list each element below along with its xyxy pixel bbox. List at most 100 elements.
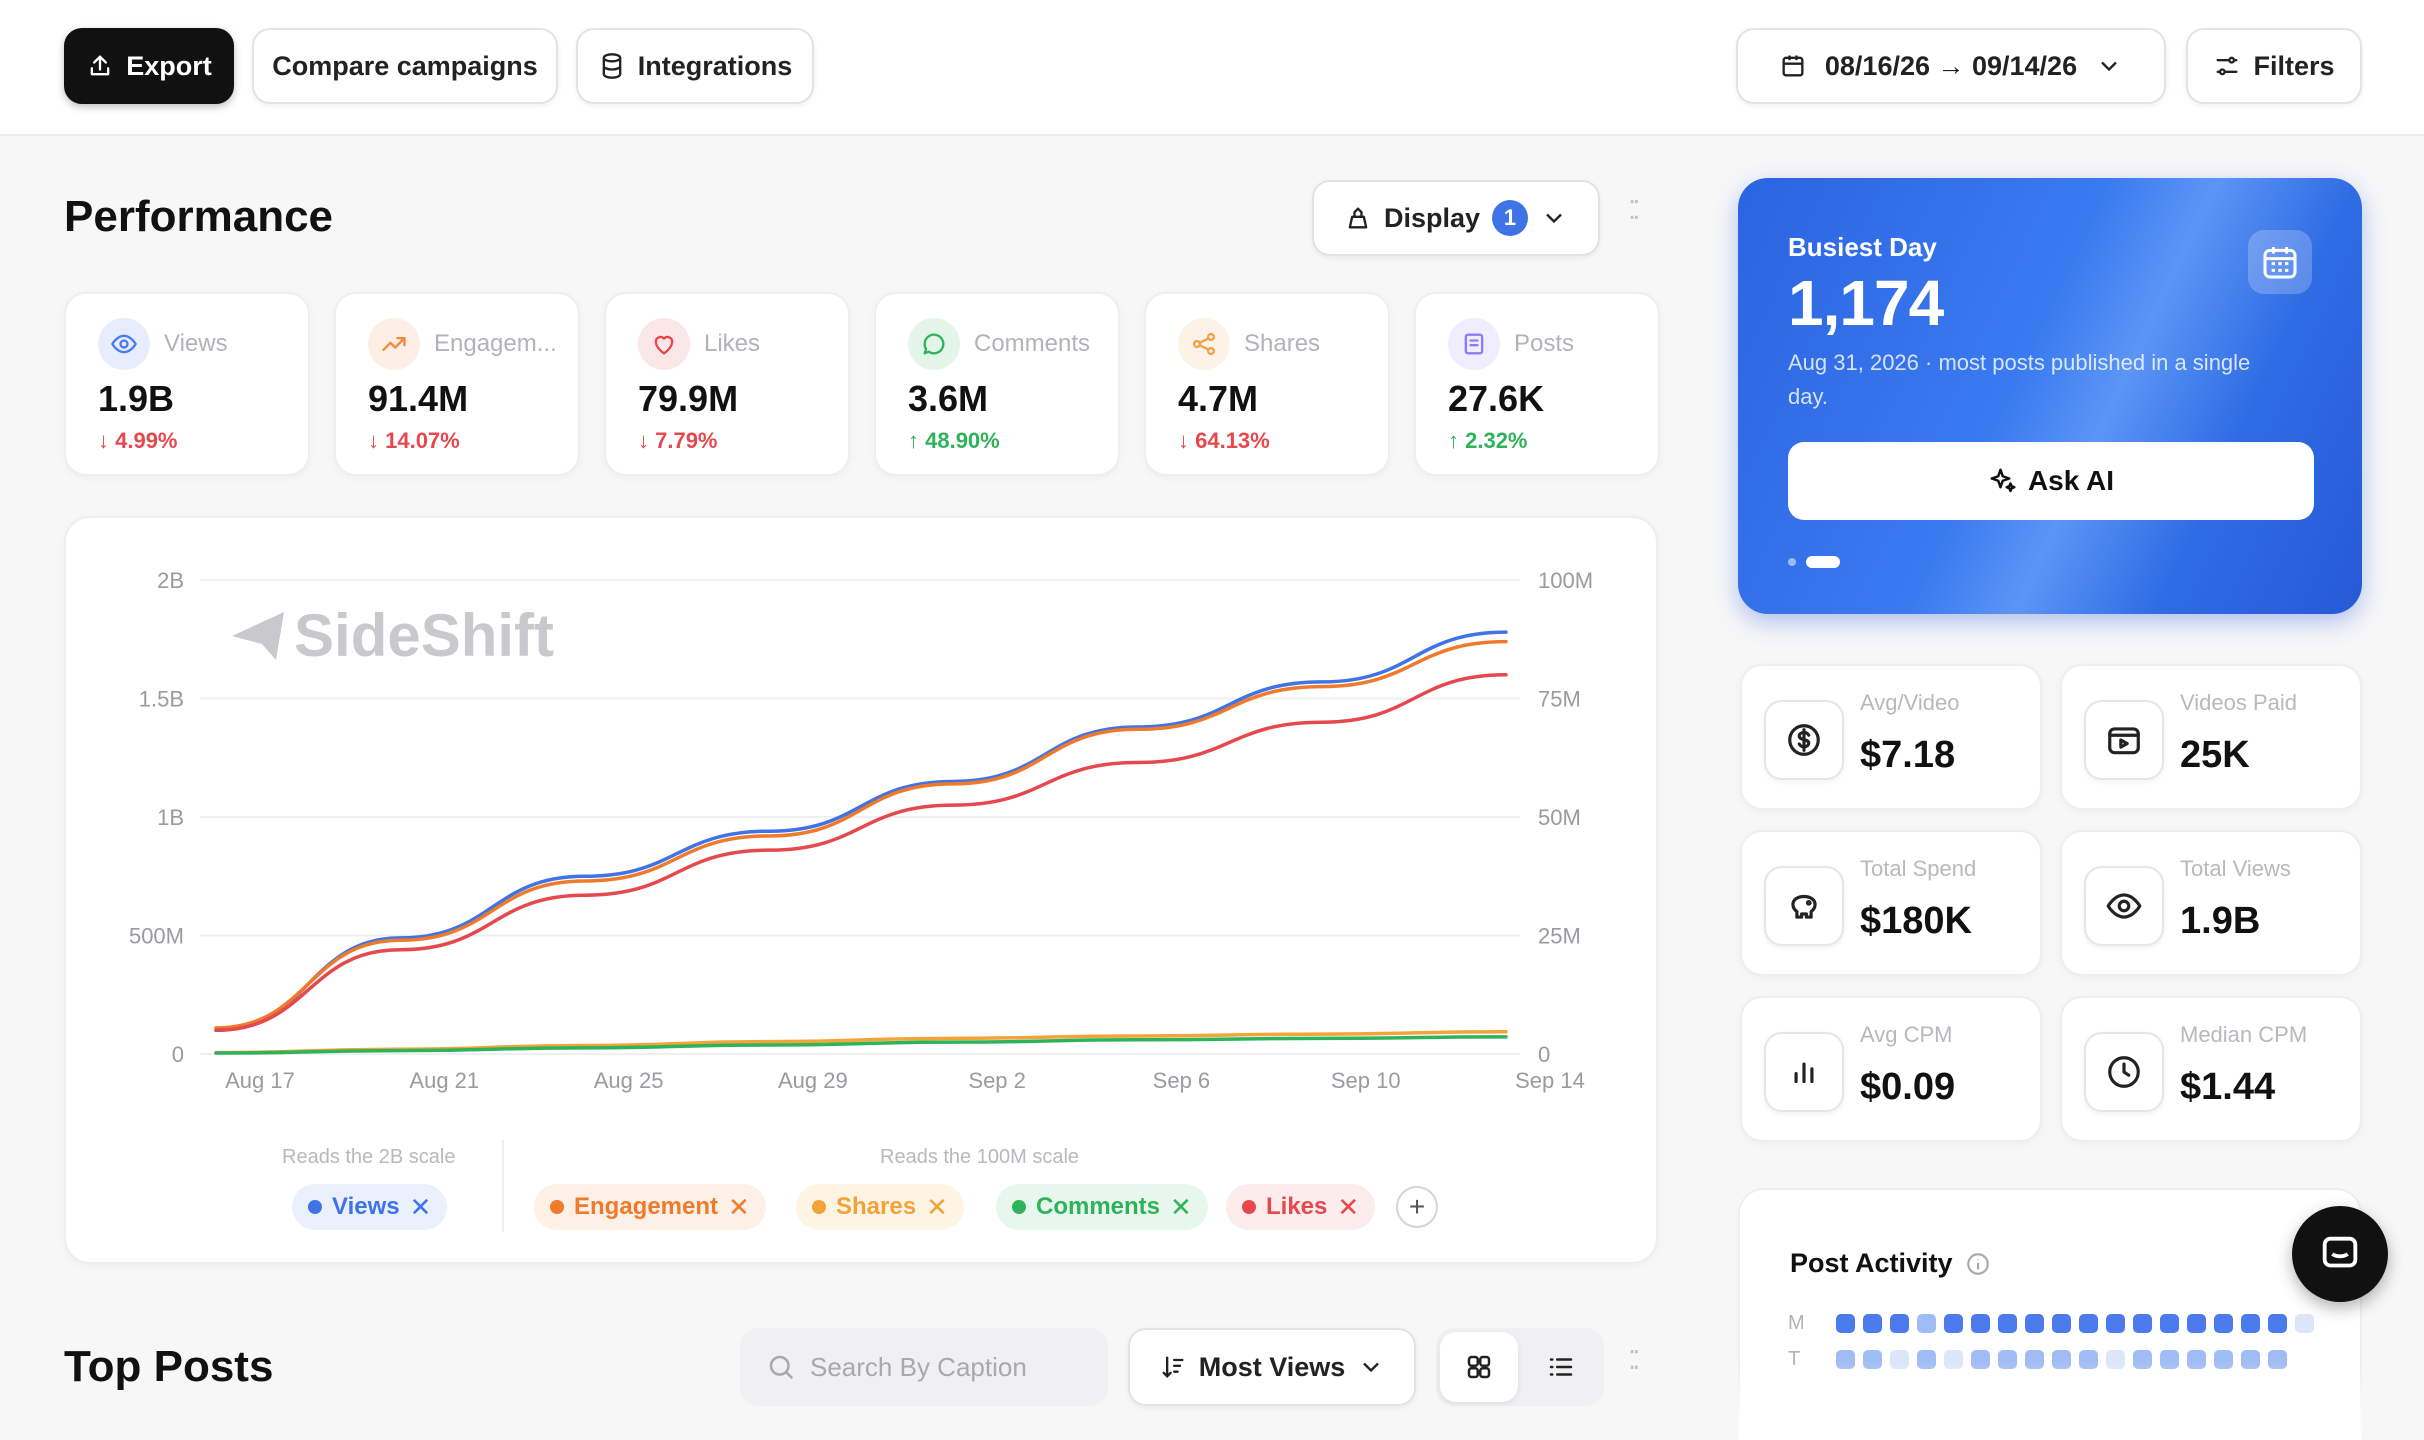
- activity-cell[interactable]: [1836, 1314, 1855, 1333]
- calendar-icon: [2248, 230, 2312, 294]
- activity-cell[interactable]: [1917, 1314, 1936, 1333]
- stat-label: Median CPM: [2180, 1022, 2308, 1047]
- performance-title: Performance: [64, 192, 334, 241]
- date-range-picker[interactable]: 08/16/26 → 09/14/26: [1736, 28, 2166, 104]
- metric-card-1[interactable]: Engagem... 91.4M ↓ 14.07%: [334, 292, 580, 476]
- ask-ai-button[interactable]: Ask AI: [1788, 442, 2314, 520]
- legend-divider: [502, 1140, 504, 1232]
- calendar-icon: [1782, 55, 1804, 77]
- chevron-down-icon: [2101, 61, 2117, 72]
- metric-icon: [98, 318, 150, 370]
- metric-card-0[interactable]: Views 1.9B ↓ 4.99%: [64, 292, 310, 476]
- stat-card-1: Videos Paid 25K: [2060, 664, 2362, 810]
- date-range-text: 08/16/26 → 09/14/26: [1824, 50, 2078, 81]
- activity-cell[interactable]: [2052, 1314, 2071, 1333]
- metric-delta: ↓ 7.79%: [638, 428, 718, 453]
- metric-icon: [1448, 318, 1500, 370]
- activity-day-label: M: [1788, 1312, 1805, 1334]
- display-icon: [1348, 207, 1368, 229]
- compare-campaigns-button[interactable]: Compare campaigns: [252, 28, 558, 104]
- display-button[interactable]: Display 1: [1312, 180, 1600, 256]
- stat-card-3: Total Views 1.9B: [2060, 830, 2362, 976]
- legend-pill-engagement[interactable]: Engagement ✕: [534, 1184, 766, 1230]
- add-series-button[interactable]: +: [1396, 1186, 1438, 1228]
- export-button[interactable]: Export: [64, 28, 234, 104]
- remove-series-icon[interactable]: ✕: [728, 1191, 750, 1222]
- stat-icon: [2084, 700, 2164, 780]
- activity-cell[interactable]: [1890, 1314, 1909, 1333]
- y-left-tick-label: 500M: [129, 924, 184, 949]
- metric-card-5[interactable]: Posts 27.6K ↑ 2.32%: [1414, 292, 1660, 476]
- busiest-day-card: Busiest Day 1,174 Aug 31, 2026 · most po…: [1738, 178, 2362, 614]
- sort-icon: [1162, 1356, 1184, 1378]
- performance-chart-card: [64, 516, 1658, 1264]
- remove-series-icon[interactable]: ✕: [409, 1191, 432, 1222]
- stat-label: Videos Paid: [2180, 690, 2298, 715]
- metric-value: 79.9M: [638, 378, 739, 419]
- activity-cell[interactable]: [2187, 1314, 2206, 1333]
- metric-card-3[interactable]: Comments 3.6M ↑ 48.90%: [874, 292, 1120, 476]
- trend-up-icon: [382, 337, 406, 351]
- carousel-dot-active[interactable]: [1806, 556, 1840, 568]
- filters-label: Filters: [2253, 50, 2335, 81]
- activity-cell[interactable]: [1971, 1314, 1990, 1333]
- carousel-dot[interactable]: [1788, 558, 1796, 566]
- metric-card-4[interactable]: Shares 4.7M ↓ 64.13%: [1144, 292, 1390, 476]
- chat-support-button[interactable]: [2292, 1206, 2388, 1302]
- metric-icon: [908, 318, 960, 370]
- top-toolbar: Export Compare campaigns Integrations 08…: [0, 0, 2424, 136]
- x-tick-label: Sep 6: [1153, 1068, 1211, 1093]
- metric-label: Shares: [1244, 330, 1321, 357]
- y-left-tick-label: 1.5B: [139, 687, 184, 712]
- activity-cell[interactable]: [2295, 1314, 2314, 1333]
- activity-row: M: [1788, 1312, 2314, 1335]
- activity-cell[interactable]: [2214, 1314, 2233, 1333]
- drag-handle-icon[interactable]: ⁚⁚: [1628, 1345, 1640, 1375]
- metric-delta: ↑ 2.32%: [1448, 428, 1528, 453]
- filters-button[interactable]: Filters: [2186, 28, 2362, 104]
- activity-cell[interactable]: [2241, 1314, 2260, 1333]
- legend-pill-comments[interactable]: Comments ✕: [996, 1184, 1208, 1230]
- stat-label: Avg CPM: [1860, 1022, 1953, 1047]
- search-by-caption-input[interactable]: Search By Caption: [740, 1328, 1108, 1406]
- legend-label: Likes: [1266, 1193, 1328, 1220]
- grid-view-button[interactable]: [1440, 1332, 1518, 1402]
- eye-icon: [111, 334, 137, 354]
- grid-icon: [1467, 1355, 1491, 1379]
- export-label: Export: [126, 50, 212, 81]
- metric-card-2[interactable]: Likes 79.9M ↓ 7.79%: [604, 292, 850, 476]
- metric-label: Views: [164, 330, 228, 357]
- activity-cell[interactable]: [2079, 1314, 2098, 1333]
- x-tick-label: Aug 21: [409, 1068, 479, 1093]
- metric-icon: [638, 318, 690, 370]
- y-right-tick-label: 0: [1538, 1042, 1550, 1067]
- chevron-down-icon: [1363, 1362, 1380, 1373]
- activity-cell[interactable]: [2268, 1314, 2287, 1333]
- sort-select[interactable]: Most Views: [1128, 1328, 1416, 1406]
- legend-pill-shares[interactable]: Shares ✕: [796, 1184, 964, 1230]
- list-view-button[interactable]: [1522, 1332, 1600, 1402]
- series-line-comments: [214, 1035, 1508, 1055]
- remove-series-icon[interactable]: ✕: [1170, 1191, 1192, 1222]
- activity-cell[interactable]: [1944, 1314, 1963, 1333]
- info-icon[interactable]: [1965, 1251, 1991, 1277]
- stat-value: $1.44: [2180, 1066, 2276, 1108]
- remove-series-icon[interactable]: ✕: [926, 1191, 948, 1222]
- activity-cell[interactable]: [2133, 1314, 2152, 1333]
- chevron-down-icon: [1546, 213, 1562, 224]
- remove-series-icon[interactable]: ✕: [1337, 1191, 1360, 1222]
- activity-cell[interactable]: [2025, 1314, 2044, 1333]
- legend-pill-likes[interactable]: Likes ✕: [1226, 1184, 1376, 1230]
- integrations-button[interactable]: Integrations: [576, 28, 814, 104]
- legend-pill-views[interactable]: Views ✕: [292, 1184, 448, 1230]
- activity-cell[interactable]: [2160, 1314, 2179, 1333]
- activity-cell[interactable]: [2106, 1314, 2125, 1333]
- metric-label: Comments: [974, 330, 1091, 357]
- x-tick-label: Aug 25: [594, 1068, 664, 1093]
- x-tick-label: Aug 17: [225, 1068, 295, 1093]
- activity-cell[interactable]: [1863, 1314, 1882, 1333]
- activity-cell[interactable]: [1998, 1314, 2017, 1333]
- sliders-icon: [2216, 56, 2238, 76]
- x-tick-label: Aug 29: [778, 1068, 848, 1093]
